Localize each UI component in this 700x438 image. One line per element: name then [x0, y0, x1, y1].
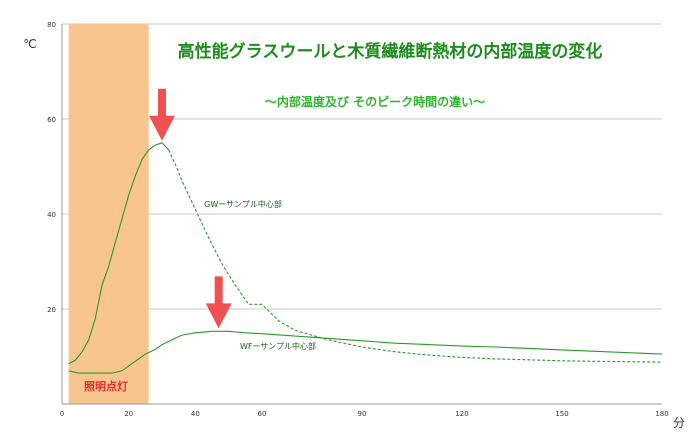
x-tick-label: 40	[191, 410, 200, 418]
grid-layer	[62, 23, 662, 310]
series-line-0-solid	[68, 142, 170, 365]
x-tick-label: 180	[655, 410, 668, 418]
y-tick-label: 60	[47, 116, 56, 124]
x-axis-unit-label: 分	[673, 416, 685, 430]
series-label-wf: WFーサンプル中心部	[240, 341, 316, 351]
y-axis-unit-label: ℃	[23, 37, 36, 51]
arrow-layer	[149, 88, 232, 329]
y-tick-label: 80	[47, 21, 56, 29]
x-tick-label: 90	[358, 410, 367, 418]
x-tick-label: 20	[124, 410, 133, 418]
axis-layer: 20 40 60 80 0 20 40 60 90 120 150 180	[47, 21, 669, 418]
down-arrow-icon	[205, 276, 232, 329]
chart-subtitle: ～内部温度及び そのピーク時間の違い～	[265, 94, 485, 109]
series-line-1	[68, 330, 663, 374]
y-tick-label: 40	[47, 211, 56, 219]
y-tick-label: 20	[47, 306, 56, 314]
series-layer	[68, 142, 663, 374]
series-label-gw: GWーサンプル中心部	[204, 199, 282, 209]
highlight-band	[68, 24, 149, 404]
chart-title: 高性能グラスウールと木質繊維断熱材の内部温度の変化	[178, 41, 603, 62]
highlight-label: 照明点灯	[84, 379, 128, 393]
x-tick-label: 150	[555, 410, 568, 418]
down-arrow-icon	[149, 88, 175, 141]
highlight-layer	[68, 24, 149, 404]
series-line-0-dashed	[168, 149, 663, 363]
x-tick-label: 0	[60, 410, 64, 418]
x-tick-label: 60	[258, 410, 267, 418]
x-tick-label: 120	[455, 410, 468, 418]
